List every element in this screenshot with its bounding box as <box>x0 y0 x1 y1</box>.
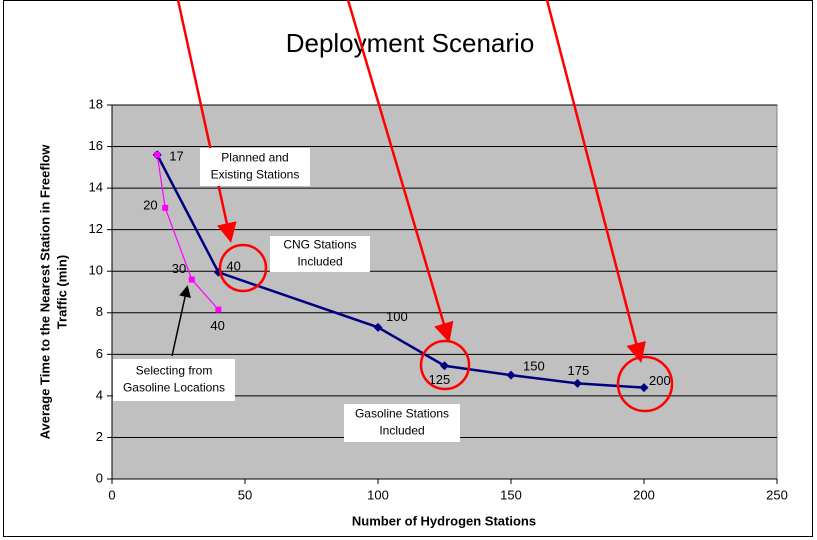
y-tick-label: 6 <box>96 346 103 361</box>
black-arrow <box>171 285 191 357</box>
red-circle <box>419 339 471 391</box>
data-label: 200 <box>649 373 671 388</box>
x-axis-title: Number of Hydrogen Stations <box>352 513 536 528</box>
plot: 0 2 4 6 8 10 12 14 16 18 0 50 100 150 200 250 17 40 100 125… <box>89 96 788 502</box>
data-label: 30 <box>172 261 186 276</box>
y-axis-title-line: Traffic (min) <box>54 255 69 329</box>
y-tick-label: 10 <box>89 263 103 278</box>
annotation-text: Planned and <box>221 151 288 165</box>
y-tick-label: 14 <box>89 180 103 195</box>
red-circle <box>616 355 674 413</box>
data-label: 175 <box>568 363 590 378</box>
annotation-text: Included <box>379 424 424 438</box>
data-label: 40 <box>226 259 240 274</box>
y-tick-label: 8 <box>96 304 103 319</box>
data-label: 150 <box>523 359 545 374</box>
x-tick-label: 0 <box>108 487 115 502</box>
marker <box>573 378 582 388</box>
series-line <box>156 154 219 311</box>
annotation-text: Selecting from <box>136 364 213 378</box>
x-tick-label: 150 <box>500 487 522 502</box>
y-tick-label: 16 <box>89 138 103 153</box>
annotation-text: CNG Stations <box>283 238 356 252</box>
red-circle <box>218 243 268 293</box>
marker <box>154 151 161 158</box>
marker <box>215 306 222 313</box>
marker <box>440 361 449 371</box>
marker <box>373 322 383 332</box>
x-tick-label: 100 <box>367 487 389 502</box>
x-tick-label: 200 <box>633 487 655 502</box>
y-tick-label: 18 <box>89 96 103 111</box>
x-tick-label: 250 <box>766 487 788 502</box>
y-axis-title: Average Time to the Nearest Station in F… <box>37 144 69 440</box>
data-label: 17 <box>169 148 183 163</box>
y-tick-label: 4 <box>96 387 103 402</box>
y-tick-label: 0 <box>96 470 103 485</box>
red-arrow <box>176 0 237 243</box>
overlay: Planned and Existing Stations CNG Stations… <box>113 0 674 442</box>
annotation-box <box>344 404 460 442</box>
annotation-box <box>113 359 235 401</box>
data-label: 20 <box>143 197 157 212</box>
annotation-box <box>270 236 370 272</box>
marker <box>162 204 169 211</box>
y-tick-label: 12 <box>89 221 103 236</box>
data-label: 100 <box>386 309 408 324</box>
data-label: 40 <box>210 318 224 333</box>
marker <box>639 383 649 393</box>
y-axis-title-line: Average Time to the Nearest Station in F… <box>37 144 52 440</box>
annotation-text: Gasoline Stations <box>355 407 449 421</box>
annotation-text: Existing Stations <box>211 168 300 182</box>
annotation-box <box>200 148 310 186</box>
red-arrow <box>545 0 646 363</box>
red-arrow <box>346 0 454 343</box>
annotation-text: Gasoline Locations <box>123 381 225 395</box>
x-tick-label: 50 <box>238 487 252 502</box>
annotation-text: Included <box>297 255 342 269</box>
marker <box>188 276 195 283</box>
chart-title: Deployment Scenario <box>286 28 535 58</box>
data-label: 125 <box>429 372 451 387</box>
y-tick-label: 2 <box>96 429 103 444</box>
marker <box>506 370 516 380</box>
